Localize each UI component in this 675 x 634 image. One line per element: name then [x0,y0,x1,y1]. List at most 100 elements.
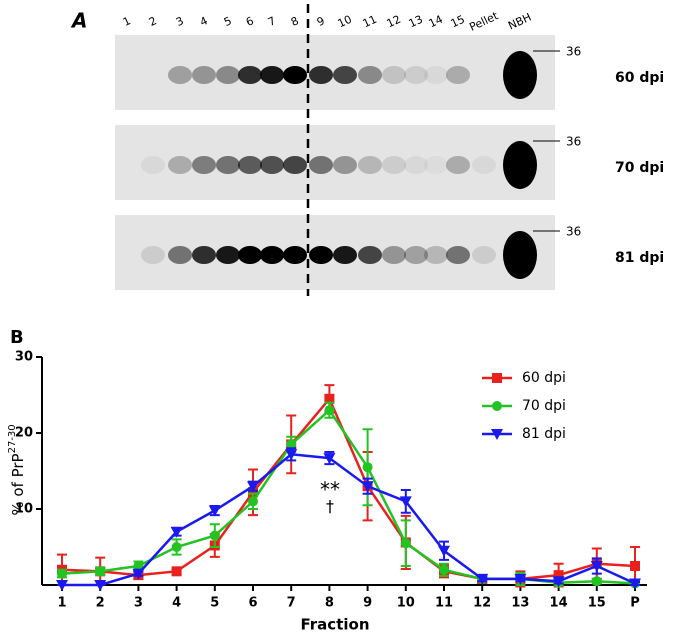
blot [115,125,555,200]
band [404,66,428,84]
band [192,66,216,84]
series-line [61,396,636,581]
data-point [323,453,336,465]
timepoint-label: 60 dpi [615,70,664,86]
data-point [208,505,221,517]
data-point [553,570,564,581]
panel-label: B [10,327,24,348]
band [238,156,262,174]
band [358,66,382,84]
legend-label: 81 dpi [522,426,566,442]
band [382,156,406,174]
data-point [324,393,335,404]
data-point [476,573,489,585]
band [283,156,307,174]
data-point [94,580,107,591]
band [283,246,307,264]
legend-marker [492,401,502,411]
x-tick-label: 13 [511,596,529,611]
data-point [133,561,144,571]
data-point [95,566,106,577]
band [238,246,262,264]
band [216,156,240,174]
data-point [248,496,258,507]
data-point [361,481,374,493]
band [382,66,406,84]
annotation: † [326,497,334,516]
data-point [286,439,297,450]
y-tick-label: 20 [15,426,33,441]
x-tick-label: 9 [363,596,372,611]
series-line [62,452,636,587]
band [503,141,537,189]
x-axis-title: Fraction [301,616,370,634]
band [503,51,537,99]
lane-label: 5 [222,14,234,29]
lane-label: 10 [336,13,354,31]
band [424,246,448,264]
band [446,246,470,264]
x-tick-label: 14 [550,596,568,611]
band [309,246,333,264]
y-axis-title-sup: 27-30 [7,424,18,453]
band [260,246,284,264]
data-point [439,564,449,575]
x-tick-label: P [630,596,640,611]
band [168,156,192,174]
panel-label: A [70,9,87,33]
x-tick-label: 1 [57,596,66,611]
x-tick-label: 5 [210,596,219,611]
lane-label: 11 [361,13,379,31]
band [333,246,357,264]
x-tick-label: 2 [96,596,105,611]
band [141,156,165,174]
lane-label: 13 [407,13,425,31]
x-tick-label: 4 [172,596,181,611]
lane-label: 3 [174,14,186,29]
x-tick-label: 11 [435,596,453,611]
legend-label: 60 dpi [522,370,566,386]
band [333,66,357,84]
marker-label: 36 [566,225,581,239]
data-point [629,578,641,590]
band [238,66,262,84]
y-tick-label: 10 [15,502,33,517]
marker-label: 36 [566,45,581,59]
data-point [56,580,68,591]
band [309,66,333,84]
data-point [209,530,220,541]
lane-label: 12 [385,13,403,31]
band [358,246,382,264]
band [404,246,428,264]
y-axis-title-text: % of PrP [9,453,27,515]
band [503,231,537,279]
lane-label: 14 [427,13,445,31]
band [404,156,428,174]
legend-label: 70 dpi [522,398,566,414]
lane-label: 4 [198,14,210,29]
lane-label: 9 [315,14,327,29]
annotation: ** [320,478,340,502]
band [216,66,240,84]
band [309,156,333,174]
lane-label: Pellet [467,9,500,34]
data-point [399,496,412,508]
x-tick-label: 15 [588,596,606,611]
band [424,66,448,84]
data-point [285,449,298,461]
data-point [400,538,411,549]
marker-label: 36 [566,135,581,149]
band [283,66,307,84]
band [168,246,192,264]
data-point [170,526,183,538]
lane-label: 2 [147,14,159,29]
lane-label: NBH [506,11,533,33]
data-point [57,568,67,579]
legend-marker [492,373,502,383]
lane-label: 15 [449,13,467,31]
data-point [630,561,640,571]
timepoint-label: 81 dpi [615,250,664,266]
